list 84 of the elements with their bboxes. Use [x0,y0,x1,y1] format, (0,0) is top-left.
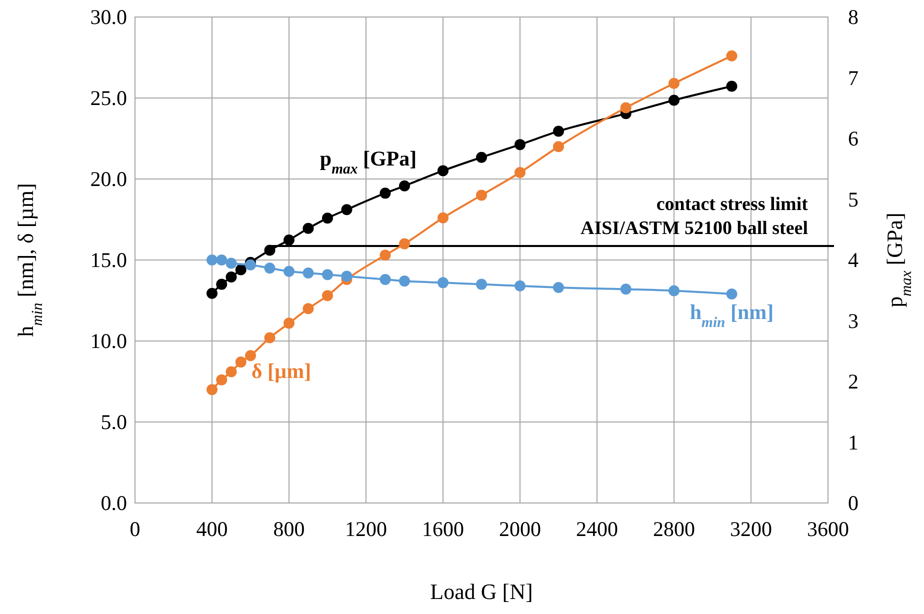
y2-tick-label: 3 [848,308,858,333]
point [264,332,276,344]
y2-tick-label: 7 [848,66,858,90]
point [514,167,526,178]
point [341,270,352,282]
point [245,259,256,270]
y-tick-label: 25.0 [90,86,127,110]
y-tick-label: 30.0 [90,5,127,29]
point [476,190,487,201]
point [322,269,333,280]
point [380,250,391,261]
y2-tick-label: 1 [848,430,858,454]
point [380,274,391,285]
series-label: h$_{min}$ [nm] [690,300,774,332]
x-tick-label: 2800 [653,517,695,541]
point [553,141,564,152]
x-tick-label: 3200 [730,517,772,541]
x-tick-label: 3600 [807,517,849,541]
point [514,280,526,292]
y-tick-label: 0.0 [100,491,127,515]
point [264,244,276,256]
point [514,139,526,150]
point [235,264,246,276]
x-tick-label: 1200 [345,517,387,541]
y-tick-label: 10.0 [90,329,127,353]
point [399,276,410,287]
point [216,254,228,266]
series-label: p$_{max}$ [GPa] [320,146,417,178]
point [553,126,564,137]
point [245,350,256,362]
y-tick-label: 5.0 [100,410,127,434]
y2-tick-label: 6 [848,126,858,150]
point [726,50,738,62]
point [668,285,680,296]
x-axis-title: Load G [N] [430,579,533,604]
point [438,212,448,224]
x-tick-label: 1600 [422,517,464,541]
point [476,152,487,163]
point [226,366,237,378]
point [322,212,333,224]
x-tick-label: 800 [273,517,305,541]
x-tick-label: 2400 [576,517,618,541]
y2-tick-label: 5 [848,187,858,212]
point [553,282,564,294]
point [620,284,632,295]
point [216,278,228,290]
point [302,222,314,234]
point [284,266,294,277]
point [264,262,276,274]
y-tick-label: 15.0 [90,248,127,272]
point [284,234,294,246]
point [399,180,410,192]
point [726,288,738,300]
point [226,258,237,269]
point [302,267,314,278]
point [438,277,448,288]
y2-tick-label: 8 [848,5,858,29]
point [216,374,228,386]
point [726,80,738,92]
y-tick-label: 20.0 [90,167,127,191]
x-tick-label: 0 [130,517,140,541]
ref-line-label: contact stress limit AISI/ASTM 52100 ball steel [580,194,809,240]
point [206,384,218,396]
y2-tick-label: 4 [848,248,859,272]
point [620,102,632,114]
point [341,204,352,216]
x-tick-label: 2000 [499,517,541,541]
y2-tick-label: 2 [848,370,858,394]
point [399,238,410,250]
point [284,318,294,329]
point [235,356,246,368]
point [226,272,237,283]
point [476,278,487,290]
y2-tick-label: 0 [848,491,858,515]
x-tick-label: 400 [196,517,228,541]
series-label: δ [µm] [251,358,312,383]
point [380,188,391,199]
point [322,290,333,302]
point [206,288,218,299]
point [302,303,314,314]
point [206,254,218,266]
point [668,94,680,106]
point [438,165,448,176]
point [668,78,680,89]
